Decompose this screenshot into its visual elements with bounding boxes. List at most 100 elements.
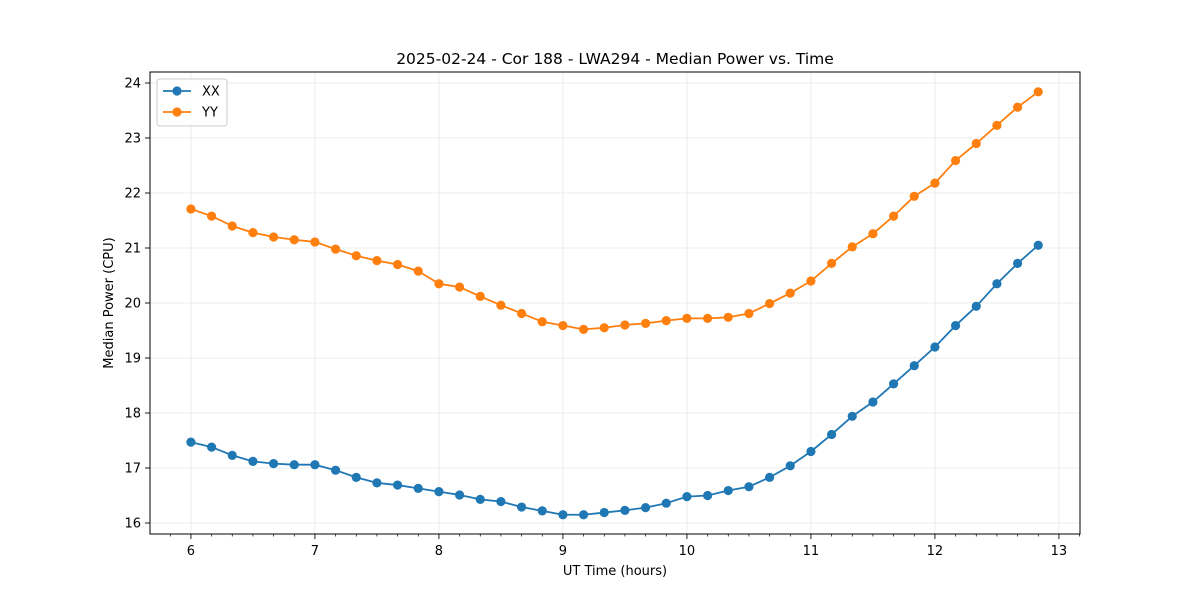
data-point-xx: [661, 498, 671, 508]
series-xx: [186, 240, 1043, 520]
y-tick-label: 24: [124, 77, 141, 92]
x-tick-label: 12: [927, 544, 944, 559]
y-tick-label: 17: [124, 462, 141, 477]
data-point-xx: [847, 411, 857, 421]
legend: XX YY: [156, 78, 228, 127]
grid: [150, 72, 1080, 534]
data-point-yy: [413, 266, 423, 276]
data-point-yy: [868, 229, 878, 239]
data-point-xx: [496, 496, 506, 507]
y-tick-label: 22: [124, 187, 141, 202]
data-point-xx: [909, 361, 919, 371]
data-point-yy: [578, 324, 589, 334]
y-tick-label: 18: [124, 407, 141, 422]
data-point-yy: [930, 178, 940, 188]
data-point-xx: [826, 429, 837, 440]
x-tick-label: 9: [559, 544, 567, 559]
y-axis-label: Median Power (CPU): [102, 237, 117, 368]
data-point-xx: [888, 379, 899, 389]
data-point-xx: [620, 505, 630, 515]
data-point-yy: [971, 138, 981, 149]
data-point-yy: [206, 211, 217, 221]
x-axis-label: UT Time (hours): [563, 564, 667, 579]
data-point-yy: [599, 323, 609, 333]
data-point-yy: [537, 317, 547, 327]
data-point-xx: [930, 342, 940, 352]
data-point-xx: [785, 461, 795, 471]
data-point-xx: [289, 460, 299, 470]
data-point-xx: [434, 487, 444, 497]
data-point-yy: [227, 221, 237, 231]
data-point-yy: [372, 256, 382, 266]
data-point-yy: [268, 232, 279, 242]
data-point-xx: [516, 502, 527, 512]
data-point-yy: [186, 204, 196, 214]
data-point-xx: [310, 460, 320, 470]
data-point-yy: [1033, 87, 1043, 97]
legend-marker-xx: [172, 86, 182, 96]
data-point-yy: [950, 155, 961, 166]
data-point-xx: [992, 279, 1002, 289]
data-point-xx: [537, 506, 547, 516]
series-yy: [186, 87, 1043, 334]
data-point-xx: [702, 490, 713, 501]
data-point-yy: [558, 320, 568, 331]
data-point-xx: [806, 446, 816, 457]
data-point-yy: [1012, 102, 1023, 112]
data-point-yy: [992, 120, 1002, 130]
data-point-xx: [578, 510, 589, 520]
data-point-xx: [206, 442, 217, 452]
data-point-xx: [868, 397, 878, 407]
data-point-yy: [475, 291, 485, 301]
y-tick-label: 16: [124, 517, 141, 532]
data-point-xx: [950, 320, 961, 331]
data-point-yy: [888, 211, 899, 221]
data-point-xx: [392, 480, 403, 490]
x-tick-label: 10: [679, 544, 696, 559]
data-point-yy: [330, 244, 341, 254]
data-point-xx: [454, 490, 465, 500]
x-tick-label: 11: [803, 544, 820, 559]
y-tick-label: 21: [124, 242, 141, 257]
data-point-yy: [847, 242, 857, 252]
y-tick-label: 19: [124, 352, 141, 367]
data-point-yy: [785, 288, 795, 298]
data-point-yy: [723, 312, 733, 322]
x-tick-label: 6: [187, 544, 195, 559]
x-tick-label: 7: [311, 544, 319, 559]
data-point-xx: [268, 459, 279, 469]
data-point-xx: [372, 478, 382, 488]
data-point-xx: [599, 507, 609, 518]
data-point-yy: [909, 191, 919, 201]
data-point-xx: [475, 494, 485, 504]
data-point-yy: [806, 276, 816, 286]
legend-label-xx: XX: [202, 85, 220, 100]
data-point-xx: [682, 492, 692, 502]
chart-title: 2025-02-24 - Cor 188 - LWA294 - Median P…: [396, 50, 834, 68]
x-tick-label: 8: [435, 544, 443, 559]
x-axis: 6 7 8 9 10 11 12 13: [169, 534, 1080, 559]
data-point-yy: [702, 313, 713, 323]
data-point-yy: [661, 316, 671, 326]
data-point-xx: [1033, 240, 1043, 250]
data-point-xx: [971, 301, 981, 311]
y-axis: 16 17 18 19 20 21 22 23 24: [124, 77, 150, 532]
legend-label-yy: YY: [201, 106, 218, 121]
data-point-xx: [413, 483, 423, 493]
x-tick-label: 13: [1051, 544, 1068, 559]
data-point-xx: [186, 437, 196, 447]
data-point-yy: [620, 320, 630, 330]
data-point-yy: [392, 259, 403, 270]
data-point-yy: [826, 258, 837, 268]
data-point-yy: [310, 237, 320, 247]
data-point-xx: [248, 456, 258, 466]
data-point-yy: [640, 318, 651, 328]
data-point-yy: [434, 279, 444, 289]
data-point-xx: [351, 472, 361, 482]
y-tick-label: 20: [124, 297, 141, 312]
data-point-yy: [744, 308, 754, 319]
data-point-yy: [289, 235, 299, 245]
series-layer: [186, 87, 1043, 520]
data-point-xx: [744, 482, 754, 492]
data-point-yy: [248, 228, 258, 238]
